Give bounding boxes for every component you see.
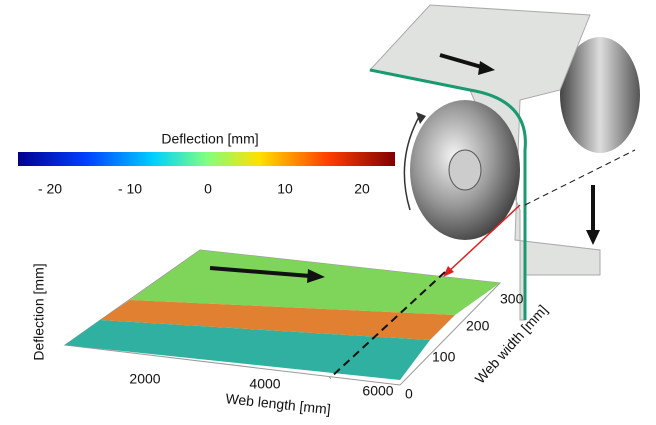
colorbar bbox=[18, 152, 395, 166]
rotation-head bbox=[416, 112, 426, 124]
y-tick-label: 100 bbox=[432, 349, 456, 365]
colorbar-tick: - 20 bbox=[38, 181, 62, 197]
down-arrow-head bbox=[586, 230, 600, 245]
colorbar-tick: 0 bbox=[204, 181, 212, 197]
y-tick-label: 200 bbox=[466, 318, 490, 334]
colorbar-title: Deflection [mm] bbox=[161, 131, 258, 147]
fold-line bbox=[525, 150, 635, 205]
y-tick-label: 0 bbox=[405, 386, 413, 402]
colorbar-tick: 10 bbox=[277, 181, 293, 197]
figure: Deflection [mm] - 20 - 10 0 10 20 Deflection… bbox=[0, 0, 656, 425]
colorbar-tick: - 10 bbox=[118, 181, 142, 197]
x-tick-label: 4000 bbox=[249, 376, 280, 392]
x-tick-label: 6000 bbox=[362, 383, 393, 399]
colorbar-tick: 20 bbox=[354, 181, 370, 197]
x-axis-label: Web length [mm] bbox=[225, 390, 332, 417]
roller-hub bbox=[449, 150, 481, 190]
y-tick-label: 300 bbox=[500, 291, 524, 307]
y-axis-label: Web width [mm] bbox=[472, 302, 551, 387]
x-tick-label: 2000 bbox=[129, 371, 160, 387]
z-axis-label: Deflection [mm] bbox=[31, 263, 47, 360]
